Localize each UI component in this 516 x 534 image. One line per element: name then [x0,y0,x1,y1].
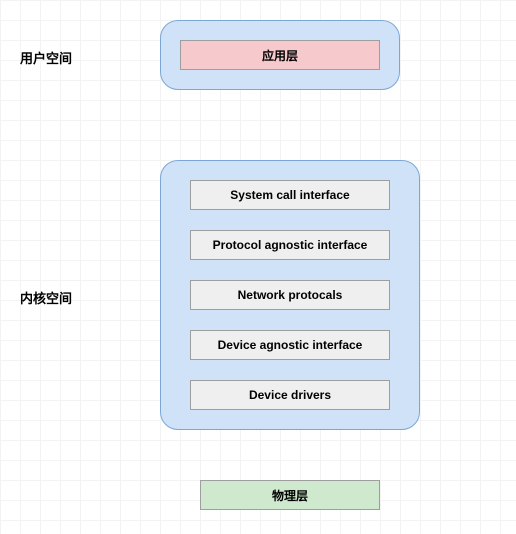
box-application-layer: 应用层 [180,40,380,70]
label-kernel-space: 内核空间 [20,288,72,307]
box-kernel-2: Network protocals [190,280,390,310]
label-user-space: 用户空间 [20,48,72,67]
box-physical-layer: 物理层 [200,480,380,510]
box-kernel-0: System call interface [190,180,390,210]
box-kernel-3: Device agnostic interface [190,330,390,360]
box-kernel-1: Protocol agnostic interface [190,230,390,260]
box-kernel-4: Device drivers [190,380,390,410]
